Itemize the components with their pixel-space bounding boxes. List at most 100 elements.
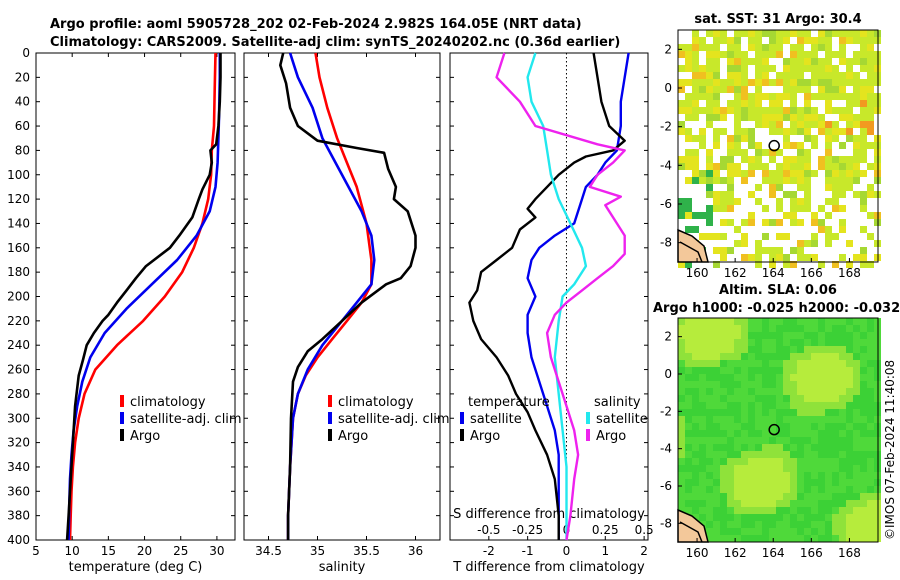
sst_map-cell: [713, 114, 720, 121]
sst_map-cell: [839, 142, 846, 149]
sst_map-cell: [776, 114, 783, 121]
sla_map-cell: [832, 437, 839, 444]
sla_map-cell: [706, 514, 713, 521]
sst_map-cell: [741, 177, 748, 184]
sla_map-cell: [734, 535, 741, 542]
sla_map-cell: [727, 367, 734, 374]
sst_map-cell: [692, 72, 699, 79]
sla_map-cell: [762, 493, 769, 500]
sst_map-cell: [804, 107, 811, 114]
sla_map-cell: [699, 318, 706, 325]
sst_map-cell: [846, 156, 853, 163]
y-tick-label: 20: [15, 70, 30, 84]
sla_map-cell: [692, 318, 699, 325]
sst_map-cell: [853, 135, 860, 142]
sla_map-cell: [860, 472, 867, 479]
sla_map-cell: [678, 472, 685, 479]
sla_map-cell: [839, 332, 846, 339]
sla_map-cell: [867, 535, 874, 542]
sla_map-cell: [734, 325, 741, 332]
sla_map-cell: [776, 423, 783, 430]
sla_map-cell: [797, 360, 804, 367]
sla_map-coastline: [679, 521, 703, 543]
sla_map-cell: [804, 367, 811, 374]
sla_map-cell: [713, 465, 720, 472]
sla_map-cell: [839, 479, 846, 486]
sla_map-cell: [776, 451, 783, 458]
sla_map-cell: [825, 521, 832, 528]
sla_map-cell: [734, 367, 741, 374]
sla_map-cell: [797, 465, 804, 472]
sla_map-cell: [776, 346, 783, 353]
sla_map-cell: [727, 486, 734, 493]
sst_map-cell: [713, 247, 720, 254]
sla_map-cell: [734, 374, 741, 381]
sla_map-cell: [811, 521, 818, 528]
sst_map-cell: [776, 184, 783, 191]
sla_map-cell: [818, 381, 825, 388]
sla_map-cell: [706, 430, 713, 437]
sla_map-cell: [867, 514, 874, 521]
sla_map-cell: [699, 507, 706, 514]
sla_map-cell: [713, 521, 720, 528]
sla_map-cell: [867, 360, 874, 367]
sst_map-cell: [790, 30, 797, 37]
sst_map-cell: [713, 37, 720, 44]
sla_map-cell: [846, 339, 853, 346]
sla_map-cell: [755, 381, 762, 388]
sst_map-cell: [734, 163, 741, 170]
sst_map-cell: [678, 121, 685, 128]
sst_map-cell: [734, 121, 741, 128]
sst_map-cell: [867, 142, 874, 149]
sst_map-cell: [867, 44, 874, 51]
sla_map-cell: [811, 395, 818, 402]
sla_map-cell: [818, 346, 825, 353]
sst_map-cell: [867, 30, 874, 37]
sla_map-cell: [839, 472, 846, 479]
sla_map-cell: [832, 325, 839, 332]
salinity-diff-tick-label: -0.25: [512, 523, 543, 537]
sla_map-cell: [741, 353, 748, 360]
sst_map-cell: [839, 156, 846, 163]
sst_map-cell: [741, 254, 748, 261]
sst_map-cell: [811, 65, 818, 72]
sla_map-cell: [776, 402, 783, 409]
sla_map-cell: [699, 346, 706, 353]
sla_map-cell: [776, 381, 783, 388]
sst_map-cell: [832, 30, 839, 37]
sst_map-cell: [797, 58, 804, 65]
sla_map-cell: [832, 479, 839, 486]
sla_map-cell: [769, 493, 776, 500]
sla_map-cell: [860, 479, 867, 486]
sla_map-cell: [790, 493, 797, 500]
sst_map-cell: [685, 135, 692, 142]
sla_map-cell: [832, 318, 839, 325]
sst_map-cell: [699, 170, 706, 177]
sla_map-cell: [741, 325, 748, 332]
y-tick-label: 180: [7, 265, 30, 279]
sst_map-cell: [769, 30, 776, 37]
sla_map-cell: [790, 416, 797, 423]
sst_map-cell: [867, 58, 874, 65]
sst_map-cell: [839, 37, 846, 44]
sst_map-cell: [713, 107, 720, 114]
sla_map-cell: [867, 430, 874, 437]
sla_map-cell: [867, 465, 874, 472]
sst_map-cell: [748, 58, 755, 65]
sla_map-cell: [832, 458, 839, 465]
sst_map-cell: [762, 219, 769, 226]
sst_map-cell: [706, 205, 713, 212]
sla_map-cell: [713, 507, 720, 514]
sla_map-cell: [804, 535, 811, 542]
sla_map-cell: [860, 500, 867, 507]
sla_map-cell: [713, 339, 720, 346]
sla_map-cell: [762, 430, 769, 437]
sst_map-cell: [720, 128, 727, 135]
sst_map-cell: [748, 93, 755, 100]
sla_map-cell: [860, 409, 867, 416]
sst_map-cell: [776, 128, 783, 135]
sla_map-cell: [839, 528, 846, 535]
sla_map-cell: [748, 528, 755, 535]
sst_map-cell: [769, 51, 776, 58]
sla_map-cell: [853, 339, 860, 346]
